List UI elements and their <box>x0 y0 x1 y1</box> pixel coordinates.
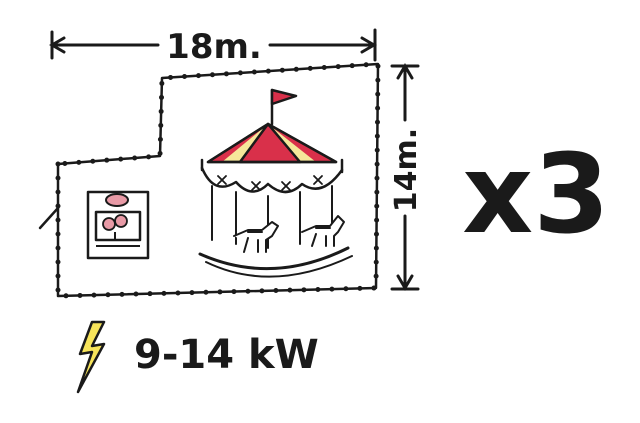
depth-dimension <box>390 63 420 291</box>
power-label: 9-14 kW <box>134 332 319 378</box>
depth-label: 14m. <box>389 128 424 212</box>
width-label: 18m. <box>166 27 262 67</box>
width-dimension <box>49 28 377 62</box>
lightning-bolt-icon <box>76 320 106 394</box>
carousel-icon <box>198 88 353 278</box>
multiplier-label: x3 <box>462 130 610 258</box>
site-boundary <box>38 61 381 299</box>
ticket-booth-icon <box>86 190 150 260</box>
